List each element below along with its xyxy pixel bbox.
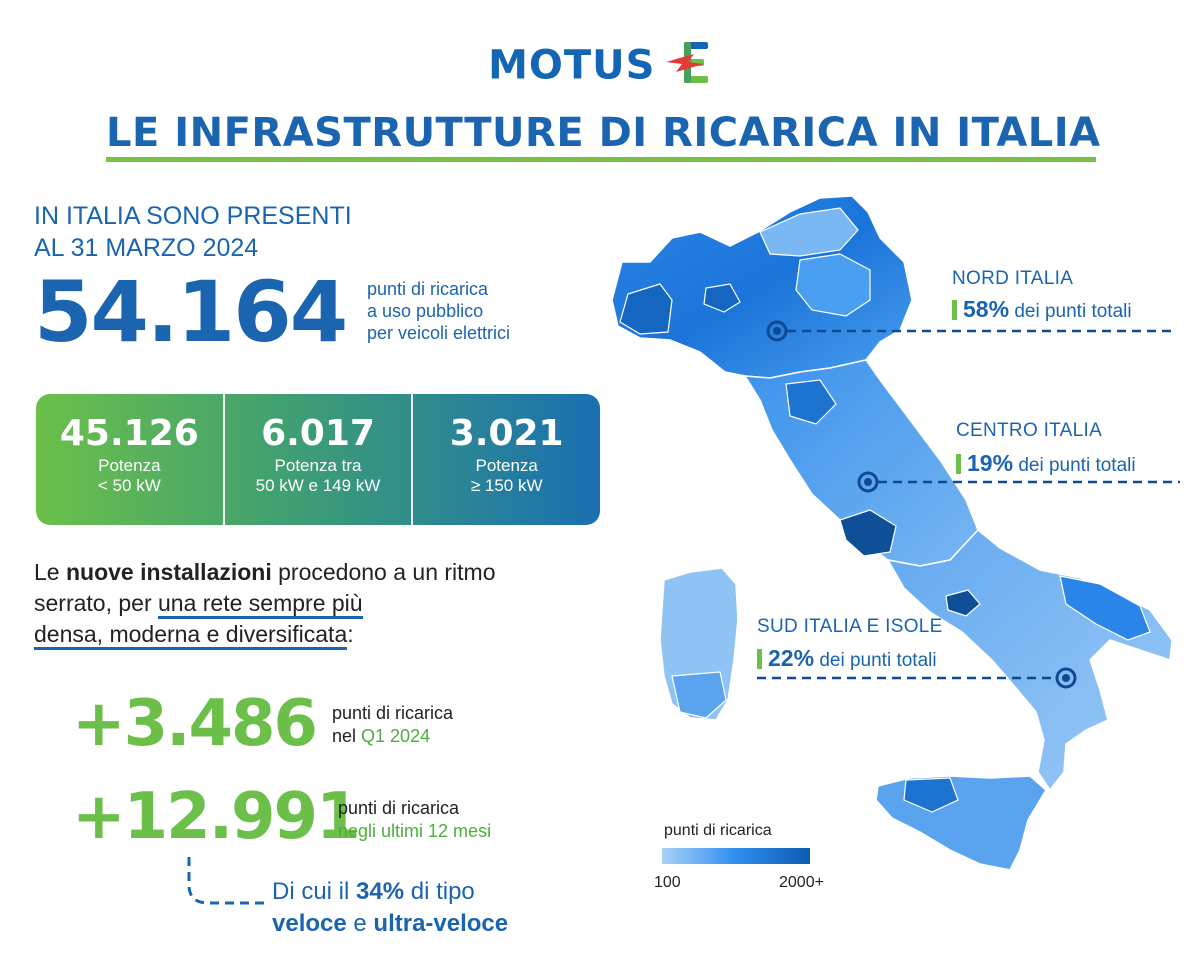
map-province-roma — [839, 509, 897, 557]
total-desc-line-3: per veicoli elettrici — [367, 323, 511, 343]
map-province-palermo — [903, 777, 959, 813]
legend-max: 2000+ — [779, 874, 824, 891]
marker-north-icon — [766, 320, 788, 342]
marker-centre-icon — [857, 471, 879, 493]
intro-line-1: IN ITALIA SONO PRESENTI — [34, 202, 352, 230]
green-bar-icon — [952, 300, 957, 320]
fast-charging-detail: Di cui il 34% di tipo veloce e ultra-vel… — [272, 876, 572, 940]
map-region-sicily — [875, 775, 1047, 871]
region-suffix: dei punti totali — [814, 650, 937, 671]
map-province-puglia — [1059, 575, 1151, 641]
green-bar-icon — [956, 454, 961, 474]
stat-label-highlight: negli ultimi 12 mesi — [338, 821, 492, 841]
power-label: Potenza — [98, 456, 161, 475]
power-cell-high: 3.021 Potenza ≥ 150 kW — [411, 394, 600, 525]
para-text: : — [347, 621, 354, 647]
map-province-milano — [703, 283, 741, 313]
region-suffix: dei punti totali — [1009, 301, 1132, 322]
legend-min: 100 — [654, 874, 681, 891]
stat-label-line: punti di ricarica — [338, 798, 460, 818]
title-underline — [106, 157, 1096, 162]
logo-e-icon — [664, 40, 712, 91]
legend-title: punti di ricarica — [664, 822, 772, 839]
green-bar-icon — [757, 649, 762, 669]
region-value-centre: 19% dei punti totali — [956, 450, 1136, 477]
legend-color-scale — [662, 848, 810, 864]
marker-south-icon — [1055, 667, 1077, 689]
stat-q1-label: punti di ricarica nel Q1 2024 — [332, 702, 453, 748]
region-label-north: NORD ITALIA — [952, 268, 1074, 289]
marker-north-dot — [773, 327, 781, 335]
region-suffix: dei punti totali — [1013, 455, 1136, 476]
power-value: 3.021 — [449, 413, 564, 454]
page-title: LE INFRASTRUTTURE DI RICARICA IN ITALIA — [106, 110, 1101, 156]
total-charging-points: 54.164 — [34, 263, 348, 361]
map-province-torino — [619, 283, 673, 335]
para-underlined: una rete sempre più — [158, 590, 363, 619]
power-breakdown-panel: 45.126 Potenza < 50 kW 6.017 Potenza tra… — [36, 394, 600, 525]
power-value: 6.017 — [261, 413, 375, 454]
map-province-veneto — [795, 253, 871, 317]
power-label: Potenza tra — [274, 456, 362, 475]
italy-map — [611, 195, 1180, 871]
para-text: Le — [34, 559, 66, 585]
map-province-napoli — [945, 589, 981, 617]
detail-text: di tipo — [404, 878, 475, 905]
power-label: Potenza — [475, 456, 538, 475]
intro-line-2: AL 31 MARZO 2024 — [34, 234, 259, 262]
detail-text: Di cui il — [272, 878, 357, 905]
power-value: 45.126 — [59, 413, 199, 454]
detail-text: e — [346, 910, 374, 937]
map-province-alpine — [759, 207, 859, 257]
logo-word: MOTUS — [488, 42, 656, 89]
stat-label-line: punti di ricarica — [332, 703, 454, 723]
stat-label-prefix: nel — [332, 726, 362, 746]
stat-12m-value: +12.991 — [72, 780, 361, 854]
para-bold: nuove installazioni — [65, 559, 272, 585]
region-label-centre: CENTRO ITALIA — [956, 420, 1103, 441]
marker-south-dot — [1062, 674, 1070, 682]
power-label: ≥ 150 kW — [470, 476, 543, 495]
dashed-connector-icon — [187, 857, 270, 905]
stat-label-highlight: Q1 2024 — [361, 726, 431, 746]
region-label-south: SUD ITALIA E ISOLE — [757, 616, 943, 637]
total-description: punti di ricarica a uso pubblico per vei… — [367, 278, 587, 344]
total-desc-line-1: punti di ricarica — [367, 279, 489, 299]
motus-e-logo: MOTUS — [0, 40, 1200, 91]
region-value-south: 22% dei punti totali — [757, 645, 937, 672]
stat-12m-label: punti di ricarica negli ultimi 12 mesi — [338, 797, 491, 843]
marker-centre-dot — [864, 478, 872, 486]
power-cell-mid: 6.017 Potenza tra 50 kW e 149 kW — [222, 394, 412, 525]
map-province-cagliari — [671, 671, 727, 719]
intro-text: IN ITALIA SONO PRESENTI AL 31 MARZO 2024 — [34, 200, 454, 264]
stat-q1-value: +3.486 — [72, 687, 318, 761]
para-underlined: densa, moderna e diversificata — [34, 621, 348, 650]
region-percent: 22% — [768, 645, 815, 671]
total-desc-line-2: a uso pubblico — [367, 301, 484, 321]
detail-percent: 34% — [356, 878, 405, 905]
detail-bold: veloce — [272, 910, 347, 937]
power-cell-low: 45.126 Potenza < 50 kW — [36, 394, 223, 525]
installations-paragraph: Le nuove installazioni procedono a un ri… — [34, 557, 524, 650]
region-value-north: 58% dei punti totali — [952, 296, 1132, 323]
detail-bold: ultra-veloce — [373, 910, 509, 937]
map-province-firenze — [785, 379, 837, 425]
power-label: < 50 kW — [97, 476, 161, 495]
region-percent: 58% — [963, 296, 1010, 322]
para-text: procedono a un ritmo serrato, per — [34, 559, 496, 616]
region-percent: 19% — [967, 450, 1014, 476]
power-label: 50 kW e 149 kW — [255, 476, 381, 495]
